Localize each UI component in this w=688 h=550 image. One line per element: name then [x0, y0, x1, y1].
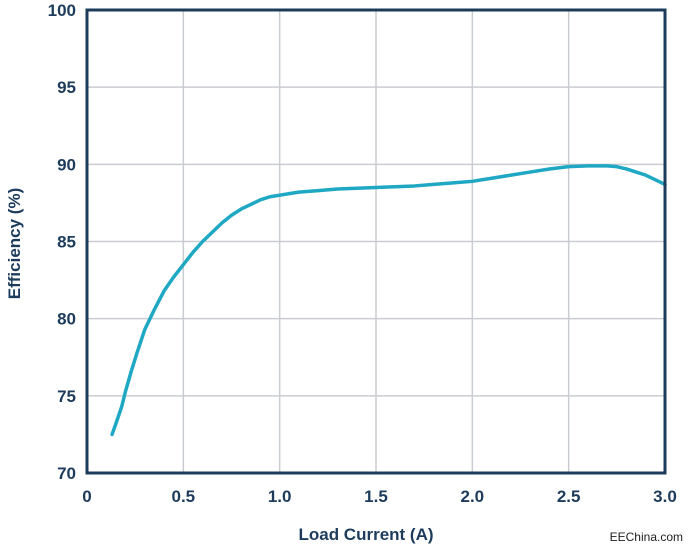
y-tick-label: 100 [48, 1, 76, 20]
y-tick-labels: 70 75 80 85 90 95 100 [48, 1, 76, 483]
plot-frame [85, 8, 667, 475]
x-tick-label: 2.5 [557, 487, 581, 506]
y-tick-label: 85 [57, 233, 76, 252]
x-tick-label: 0 [82, 487, 91, 506]
y-tick-label: 80 [57, 310, 76, 329]
y-tick-label: 95 [57, 78, 76, 97]
x-tick-label: 0.5 [172, 487, 196, 506]
x-tick-label: 1.5 [364, 487, 388, 506]
x-tick-label: 1.0 [268, 487, 292, 506]
watermark-text: EEChina.com [610, 530, 683, 544]
series-group [110, 164, 667, 437]
series-line [110, 164, 667, 437]
x-tick-label: 2.0 [461, 487, 485, 506]
y-axis-label: Efficiency (%) [5, 188, 24, 299]
y-tick-label: 90 [57, 155, 76, 174]
y-tick-label: 75 [57, 387, 76, 406]
x-tick-label: 3.0 [653, 487, 677, 506]
y-tick-label: 70 [57, 464, 76, 483]
x-axis-label: Load Current (A) [298, 525, 433, 544]
x-tick-labels: 0 0.5 1.0 1.5 2.0 2.5 3.0 [82, 487, 677, 506]
